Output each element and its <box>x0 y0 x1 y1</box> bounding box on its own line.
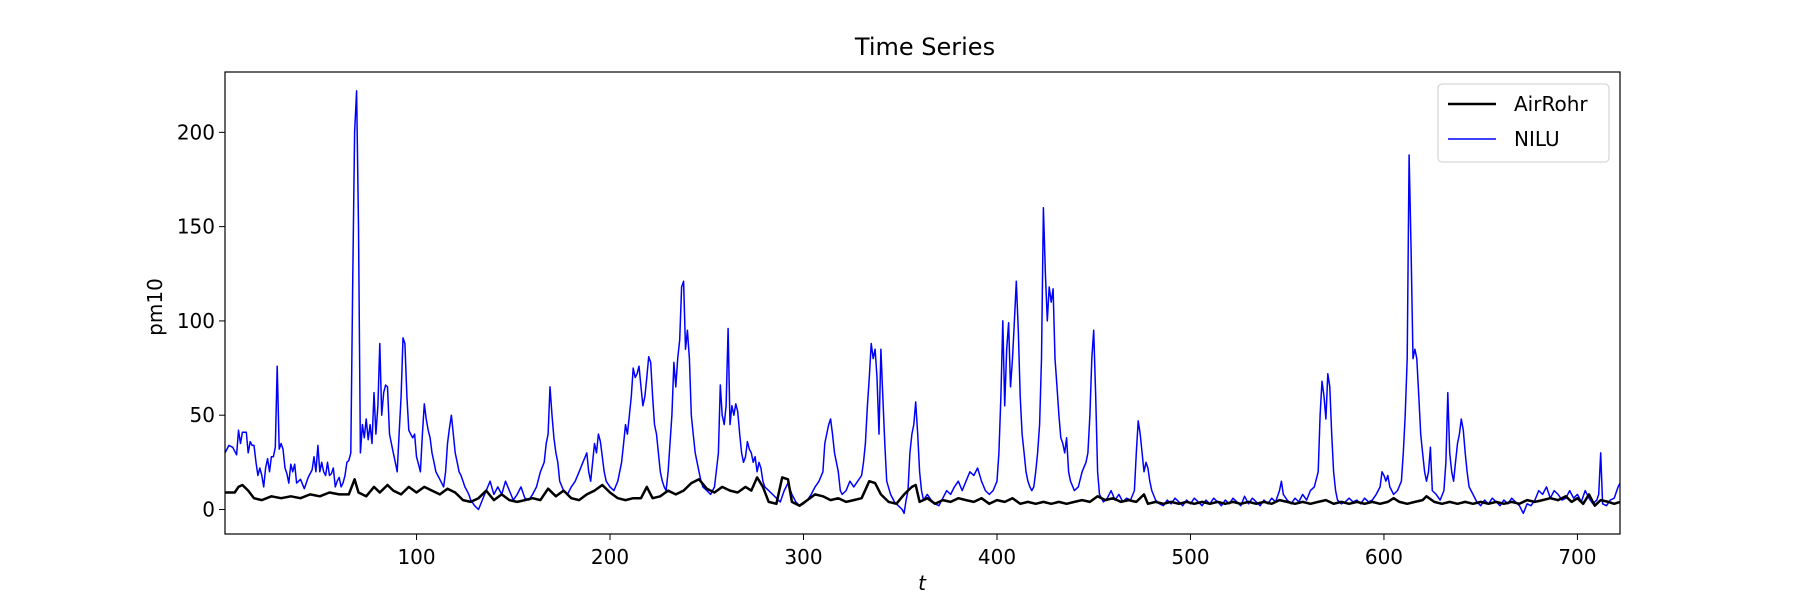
y-tick-label: 150 <box>177 215 215 239</box>
legend-label-airrohr: AirRohr <box>1514 92 1588 116</box>
plot-area <box>225 90 1620 515</box>
x-axis: 100 200 300 400 500 600 700 <box>397 534 1597 569</box>
y-tick-label: 0 <box>202 497 215 521</box>
y-axis-label: pm10 <box>143 278 167 336</box>
legend-label-nilu: NILU <box>1514 127 1560 151</box>
x-tick-label: 400 <box>978 545 1016 569</box>
x-tick-label: 300 <box>784 545 822 569</box>
series-line-nilu <box>225 90 1620 515</box>
x-tick-label: 500 <box>1171 545 1209 569</box>
x-axis-label: t <box>918 571 927 595</box>
y-tick-label: 100 <box>177 309 215 333</box>
y-tick-label: 50 <box>190 403 215 427</box>
x-tick-label: 100 <box>397 545 435 569</box>
chart-title: Time Series <box>854 33 995 61</box>
y-tick-label: 200 <box>177 120 215 144</box>
legend: AirRohr NILU <box>1437 83 1610 163</box>
x-tick-label: 600 <box>1365 545 1403 569</box>
y-axis: 0 50 100 150 200 <box>177 120 225 521</box>
series-line-airrohr <box>225 476 1620 507</box>
x-tick-label: 200 <box>591 545 629 569</box>
x-tick-label: 700 <box>1558 545 1596 569</box>
plot-frame <box>224 71 1621 535</box>
